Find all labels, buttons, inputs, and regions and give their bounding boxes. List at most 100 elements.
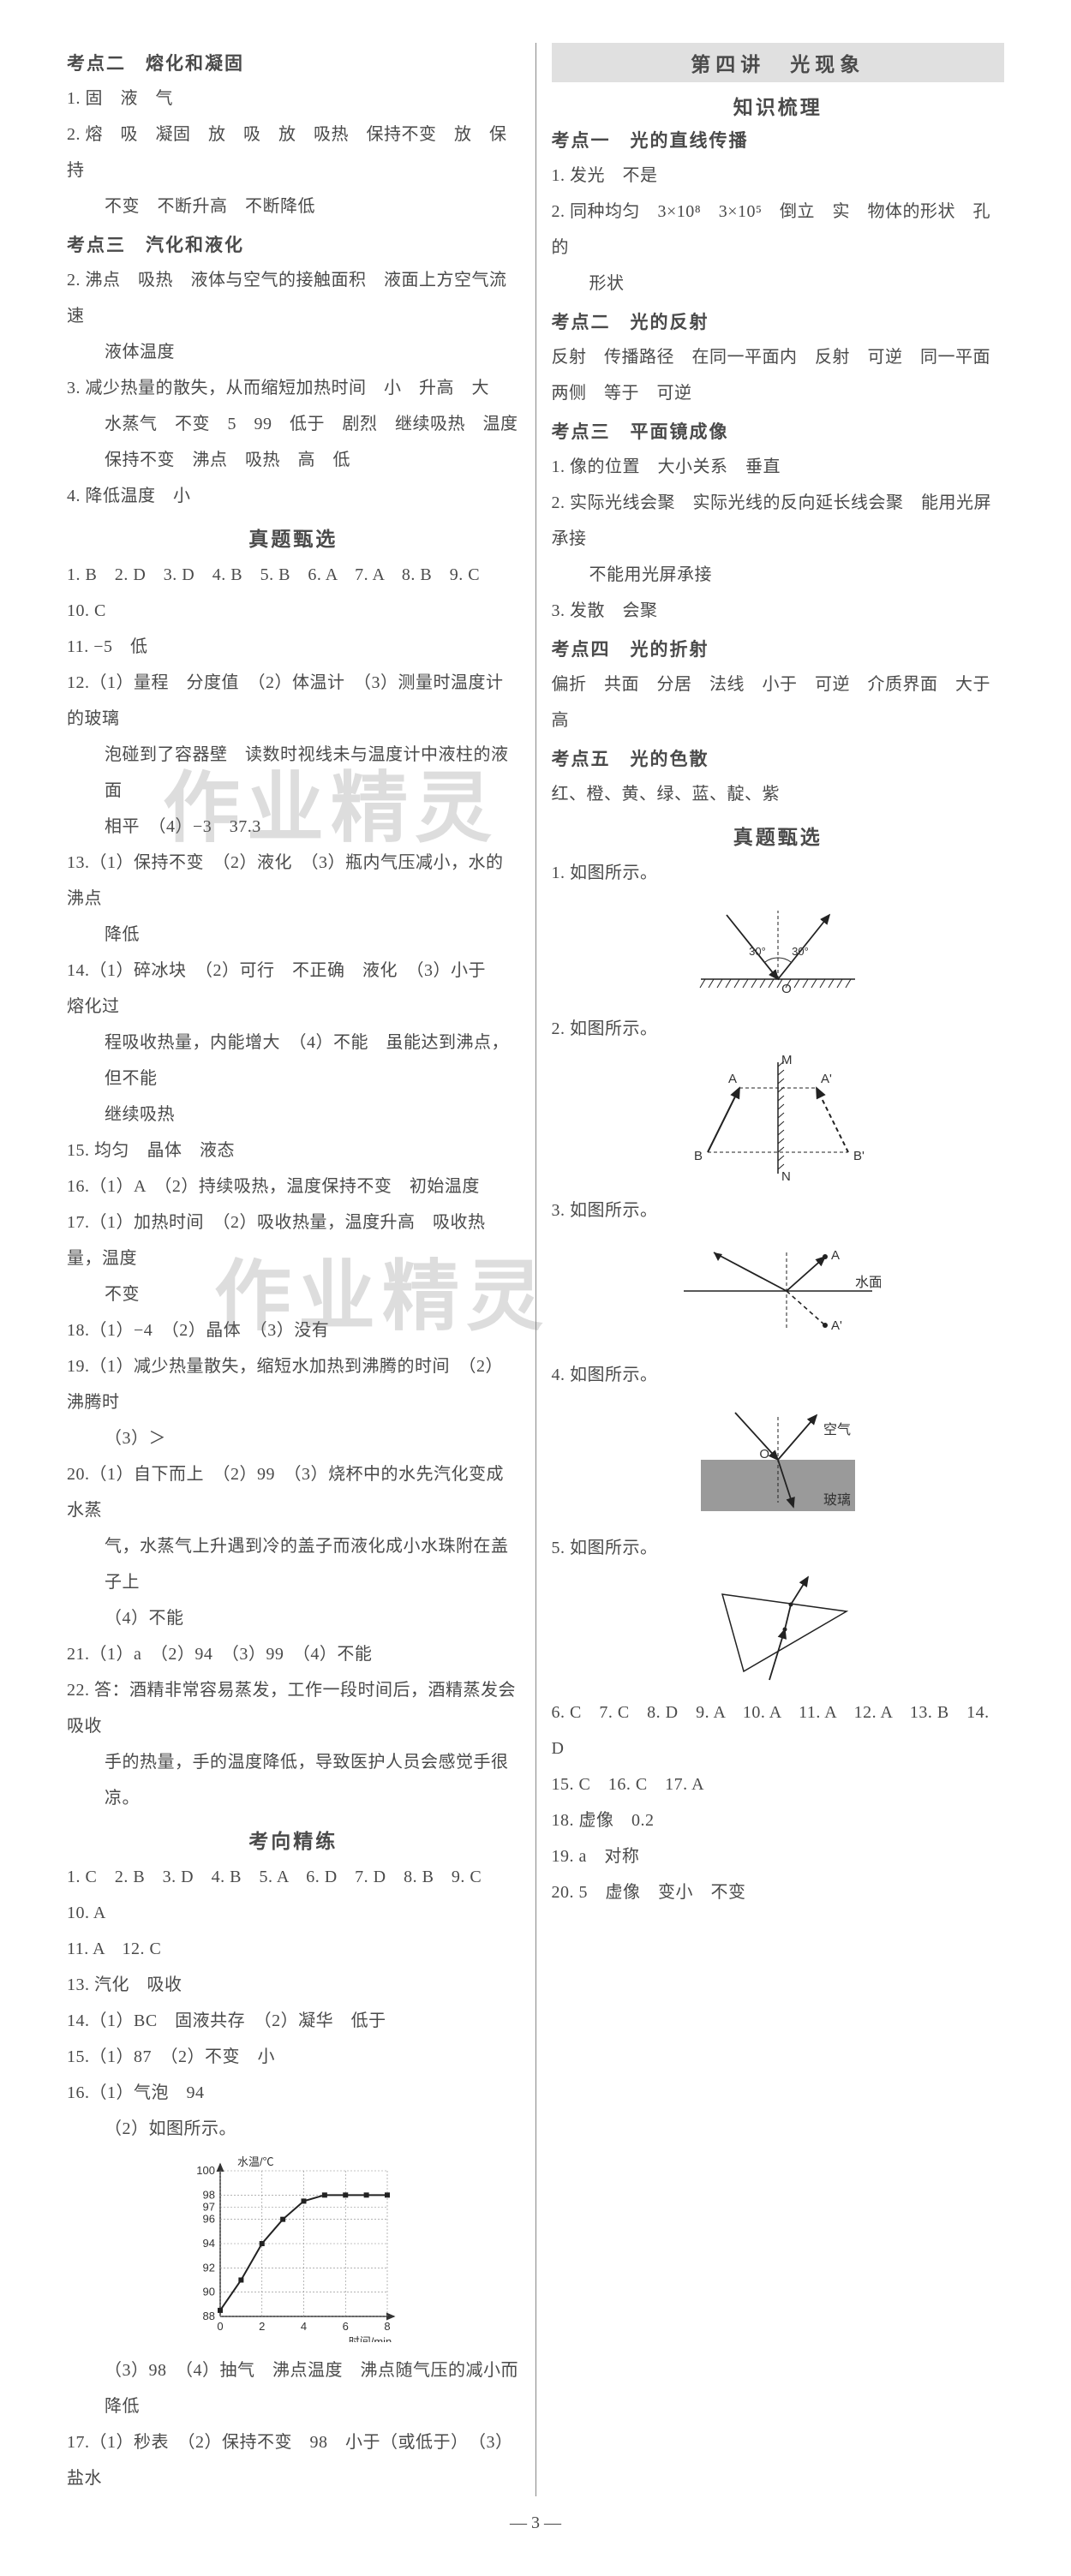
svg-text:O: O — [781, 982, 792, 996]
text-line: 15.（1）87 （2）不变 小 — [67, 2039, 520, 2075]
page-columns: 考点二 熔化和凝固 1. 固 液 气 2. 熔 吸 凝固 放 吸 放 吸热 保持… — [51, 43, 1020, 2496]
svg-text:A: A — [831, 1248, 840, 1263]
text-line: 2. 熔 吸 凝固 放 吸 放 吸热 保持不变 放 保持 — [67, 117, 520, 188]
text-line: 14.（1）碎冰块 （2）可行 不正确 液化 （3）小于 熔化过 — [67, 953, 520, 1025]
svg-text:4: 4 — [301, 2320, 307, 2333]
figure-water-reflection: 水面 A A' — [675, 1235, 881, 1347]
section-zs: 知识梳理 — [552, 91, 1005, 120]
text-line: 3. 如图所示。 — [552, 1192, 1005, 1228]
text-line: 15. 均匀 晶体 液态 — [67, 1133, 520, 1168]
svg-text:88: 88 — [203, 2310, 215, 2322]
kp1-title: 考点一 光的直线传播 — [552, 127, 1005, 152]
text-line: 相平 （4）−3 37.3 — [67, 809, 520, 845]
kp2-title: 考点二 光的反射 — [552, 308, 1005, 334]
text-line: 反射 传播路径 在同一平面内 反射 可逆 同一平面 — [552, 339, 1005, 375]
kp5-title: 考点五 光的色散 — [552, 745, 1005, 771]
text-line: 20.（1）自下而上 （2）99 （3）烧杯中的水先汽化变成水蒸 — [67, 1456, 520, 1528]
text-line: 19.（1）减少热量散失，缩短水加热到沸腾的时间 （2）沸腾时 — [67, 1348, 520, 1420]
svg-text:94: 94 — [203, 2237, 215, 2250]
text-line: 5. 如图所示。 — [552, 1530, 1005, 1566]
svg-text:100: 100 — [197, 2164, 216, 2177]
text-line: 两侧 等于 可逆 — [552, 375, 1005, 411]
text-line: 气，水蒸气上升遇到冷的盖子而液化成小水珠附在盖子上 — [67, 1528, 520, 1600]
section-zt: 真题甄选 — [552, 821, 1005, 850]
text-line: 泡碰到了容器壁 读数时视线未与温度计中液柱的液面 — [67, 737, 520, 809]
text-line: 12.（1）量程 分度值 （2）体温计 （3）测量时温度计的玻璃 — [67, 665, 520, 737]
svg-text:A': A' — [831, 1318, 842, 1333]
section-zt: 真题甄选 — [67, 523, 520, 552]
svg-text:空气: 空气 — [823, 1422, 851, 1437]
svg-text:6: 6 — [343, 2320, 349, 2333]
svg-text:92: 92 — [203, 2261, 215, 2274]
svg-text:A: A — [728, 1072, 737, 1086]
text-line: 17.（1）加热时间 （2）吸收热量，温度升高 吸收热量，温度 — [67, 1204, 520, 1276]
svg-text:30°: 30° — [749, 945, 766, 958]
figure-reflection: 30° 30° O — [684, 898, 872, 1001]
svg-text:A': A' — [821, 1072, 832, 1086]
text-line: 红、橙、黄、绿、蓝、靛、紫 — [552, 776, 1005, 812]
text-line: 2. 如图所示。 — [552, 1011, 1005, 1047]
text-line: 2. 同种均匀 3×10⁸ 3×10⁵ 倒立 实 物体的形状 孔的 — [552, 194, 1005, 266]
svg-text:30°: 30° — [792, 945, 809, 958]
left-column: 考点二 熔化和凝固 1. 固 液 气 2. 熔 吸 凝固 放 吸 放 吸热 保持… — [51, 43, 536, 2496]
text-line: 16.（1）A （2）持续吸热，温度保持不变 初始温度 — [67, 1168, 520, 1204]
text-line: 1. B 2. D 3. D 4. B 5. B 6. A 7. A 8. B … — [67, 557, 520, 629]
text-line: 18. 虚像 0.2 — [552, 1802, 1005, 1838]
text-line: 保持不变 沸点 吸热 高 低 — [67, 442, 520, 478]
text-line: 11. A 12. C — [67, 1931, 520, 1967]
text-line: 1. 固 液 气 — [67, 81, 520, 117]
svg-text:N: N — [781, 1169, 791, 1182]
kp3-title: 考点三 平面镜成像 — [552, 418, 1005, 444]
text-line: （2）如图所示。 — [67, 2111, 520, 2147]
kp4-title: 考点四 光的折射 — [552, 636, 1005, 661]
figure-mirror-image: M N A A' B B' — [675, 1054, 881, 1182]
text-line: 21.（1）a （2）94 （3）99 （4）不能 — [67, 1636, 520, 1672]
text-line: 22. 答：酒精非常容易蒸发，工作一段时间后，酒精蒸发会吸收 — [67, 1672, 520, 1744]
text-line: 6. C 7. C 8. D 9. A 10. A 11. A 12. A 13… — [552, 1694, 1005, 1766]
svg-text:8: 8 — [385, 2320, 391, 2333]
text-line: （4）不能 — [67, 1600, 520, 1636]
svg-text:98: 98 — [203, 2188, 215, 2201]
figure-refraction: 空气玻璃O — [684, 1400, 872, 1520]
svg-text:97: 97 — [203, 2201, 215, 2214]
svg-text:M: M — [781, 1054, 793, 1067]
text-line: 15. C 16. C 17. A — [552, 1766, 1005, 1802]
page-number: — 3 — — [51, 2513, 1020, 2533]
text-line: （3）＞ — [67, 1420, 520, 1456]
text-line: 降低 — [67, 917, 520, 953]
text-line: 水蒸气 不变 5 99 低于 剧烈 继续吸热 温度 — [67, 406, 520, 442]
svg-text:B': B' — [853, 1149, 865, 1163]
lecture-banner: 第四讲 光现象 — [552, 43, 1005, 82]
text-line: 17.（1）秒表 （2）保持不变 98 小于（或低于） （3）盐水 — [67, 2424, 520, 2496]
text-line: 14.（1）BC 固液共存 （2）凝华 低于 — [67, 2003, 520, 2039]
text-line: 继续吸热 — [67, 1097, 520, 1133]
text-line: 偏折 共面 分居 法线 小于 可逆 介质界面 大于 高 — [552, 666, 1005, 738]
text-line: 13. 汽化 吸收 — [67, 1967, 520, 2003]
chart-wrap: 8890929496979810002468水温/℃时间/min — [67, 2154, 520, 2342]
section-kx: 考向精练 — [67, 1825, 520, 1854]
text-line: 1. C 2. B 3. D 4. B 5. A 6. D 7. D 8. B … — [67, 1859, 520, 1931]
text-line: 11. −5 低 — [67, 629, 520, 665]
text-line: 1. 像的位置 大小关系 垂直 — [552, 449, 1005, 485]
svg-text:水面: 水面 — [855, 1275, 881, 1290]
text-line: 3. 减少热量的散失，从而缩短加热时间 小 升高 大 — [67, 370, 520, 406]
text-line: 13.（1）保持不变 （2）液化 （3）瓶内气压减小，水的沸点 — [67, 845, 520, 917]
svg-text:B: B — [694, 1149, 703, 1163]
text-line: 液体温度 — [67, 334, 520, 370]
text-line: 不变 不断升高 不断降低 — [67, 188, 520, 224]
text-line: 不变 — [67, 1276, 520, 1312]
svg-text:水温/℃: 水温/℃ — [237, 2155, 274, 2168]
svg-text:玻璃: 玻璃 — [823, 1492, 851, 1508]
right-column: 第四讲 光现象 知识梳理 考点一 光的直线传播 1. 发光 不是 2. 同种均匀… — [536, 43, 1020, 2496]
text-line: （3）98 （4）抽气 沸点温度 沸点随气压的减小而降低 — [67, 2352, 520, 2424]
text-line: 形状 — [552, 266, 1005, 302]
kp2-title: 考点二 熔化和凝固 — [67, 50, 520, 75]
figure-prism — [692, 1573, 864, 1684]
text-line: 20. 5 虚像 变小 不变 — [552, 1874, 1005, 1910]
text-line: 4. 降低温度 小 — [67, 478, 520, 514]
svg-text:时间/min: 时间/min — [349, 2335, 392, 2342]
text-line: 1. 如图所示。 — [552, 855, 1005, 891]
text-line: 16.（1）气泡 94 — [67, 2075, 520, 2111]
text-line: 4. 如图所示。 — [552, 1357, 1005, 1393]
text-line: 手的热量，手的温度降低，导致医护人员会感觉手很凉。 — [67, 1744, 520, 1816]
